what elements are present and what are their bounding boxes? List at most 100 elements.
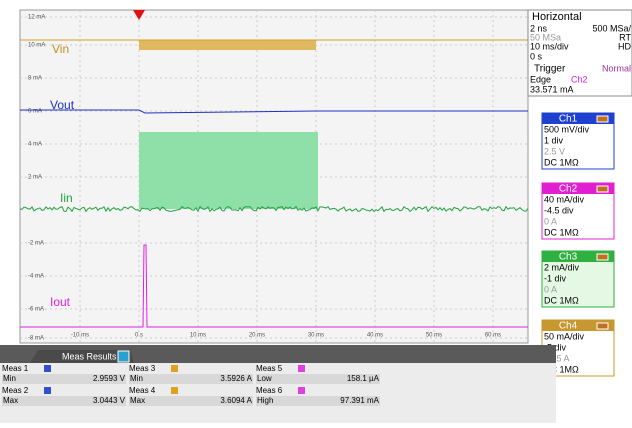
y-axis-label: -8 mA [28, 336, 44, 342]
channel-name: Ch3 [559, 252, 578, 263]
vin-burst [139, 40, 316, 50]
channel-icon [596, 322, 609, 330]
channel-icon [596, 115, 609, 123]
meas-icon [171, 365, 178, 372]
meas-tabbar [0, 345, 556, 363]
channel-setting: DC 1MΩ [544, 295, 579, 305]
meas-icon [44, 387, 51, 394]
horizontal-value: 500 MSa/ [592, 23, 631, 33]
x-axis-label: 30 ms [308, 333, 324, 339]
channel-setting: DC 1MΩ [544, 364, 579, 374]
channel-setting: 2.5 V [544, 146, 565, 156]
trace-label: Iin [60, 191, 73, 205]
y-axis-label: 12 mA [28, 15, 45, 21]
y-axis-label: 4 mA [28, 142, 42, 148]
meas-row [129, 374, 253, 384]
meas-label: High [257, 396, 273, 405]
trigger-source: Ch2 [571, 74, 588, 84]
meas-row [256, 374, 380, 384]
meas-icon [171, 387, 178, 394]
trigger-title: Trigger [534, 64, 566, 75]
horizontal-box [527, 9, 632, 97]
channel-setting: 50 mA/div [544, 331, 585, 341]
horizontal-value: 10 ms/div [530, 41, 569, 51]
horizontal-value: 0 s [530, 51, 543, 61]
meas-value: 3.0443 V [93, 396, 126, 405]
y-axis-label: -2 mA [28, 241, 44, 247]
meas-name: Meas 6 [256, 386, 283, 395]
meas-name: Meas 1 [2, 364, 29, 373]
iout-trace [20, 244, 528, 328]
meas-tab-label: Meas Results [62, 351, 117, 361]
y-axis-label: -6 mA [28, 307, 44, 313]
channel-name: Ch4 [559, 321, 578, 332]
channel-setting: 0 A [544, 284, 557, 294]
trace-label: Vin [52, 42, 69, 56]
channel-setting: 2 mA/div [544, 262, 580, 272]
meas-name: Meas 2 [2, 386, 29, 395]
meas-name: Meas 4 [129, 386, 156, 395]
trace-label: Iout [50, 295, 71, 309]
y-axis-label: 10 mA [28, 43, 45, 49]
x-axis-label: -10 ms [71, 333, 89, 339]
trace-label: Vout [50, 98, 75, 112]
meas-row [2, 396, 126, 406]
meas-value: 158.1 µA [347, 374, 380, 383]
x-axis-label: 20 ms [249, 333, 265, 339]
meas-icon [298, 365, 305, 372]
horizontal-value: HD [618, 41, 631, 51]
meas-value: 3.5926 A [220, 374, 252, 383]
horizontal-value: RT [619, 32, 631, 42]
meas-name: Meas 5 [256, 364, 283, 373]
channel-name: Ch2 [559, 184, 578, 195]
y-axis-label: -4 mA [28, 274, 44, 280]
meas-label: Min [3, 374, 16, 383]
horizontal-title: Horizontal [532, 11, 582, 23]
meas-tab[interactable] [30, 350, 134, 363]
channel-icon [596, 185, 609, 193]
channel-setting: 1 div [544, 135, 564, 145]
x-axis-label: 10 ms [190, 333, 206, 339]
y-axis-label: 8 mA [28, 76, 42, 82]
meas-value: 3.6094 A [220, 396, 252, 405]
channel-setting: DC 1MΩ [544, 227, 579, 237]
channel-header [542, 113, 614, 124]
close-tab[interactable] [117, 350, 130, 363]
x-axis-label: 0 s [135, 333, 143, 339]
channel-setting: 40 mA/div [544, 194, 585, 204]
meas-row [2, 374, 126, 384]
meas-name: Meas 3 [129, 364, 156, 373]
channel-setting: -4.5 div [544, 205, 574, 215]
channel-setting: 0 A [544, 216, 557, 226]
meas-icon [298, 387, 305, 394]
meas-label: Low [257, 374, 272, 383]
channel-header [542, 320, 614, 331]
meas-label: Max [130, 396, 145, 405]
trigger-level: 33.571 mA [530, 84, 574, 94]
channel-setting: 500 mV/div [544, 124, 590, 134]
channel-setting: -1 div [544, 273, 567, 283]
meas-row [129, 396, 253, 406]
meas-icon [44, 365, 51, 372]
meas-label: Max [3, 396, 18, 405]
channel-name: Ch1 [559, 114, 578, 125]
trigger-marker [133, 10, 145, 20]
trigger-mode: Normal [602, 63, 631, 73]
iin-burst [139, 132, 318, 209]
meas-label: Min [130, 374, 143, 383]
y-axis-label: 2 mA [28, 175, 42, 181]
channel-setting: 3.15 A [544, 353, 570, 363]
x-axis-label: 50 ms [426, 333, 442, 339]
horizontal-value: 50 MSa [530, 32, 561, 42]
y-axis-label: 6 mA [28, 109, 42, 115]
meas-value: 2.9593 V [93, 374, 126, 383]
meas-value: 97.391 mA [340, 396, 379, 405]
vout-trace [20, 109, 528, 114]
channel-header [542, 183, 614, 194]
channel-icon [596, 253, 609, 261]
channel-setting: DC 1MΩ [544, 157, 579, 167]
trigger-type: Edge [530, 74, 551, 84]
horizontal-value: 2 ns [530, 23, 548, 33]
iin-trace [19, 205, 529, 213]
